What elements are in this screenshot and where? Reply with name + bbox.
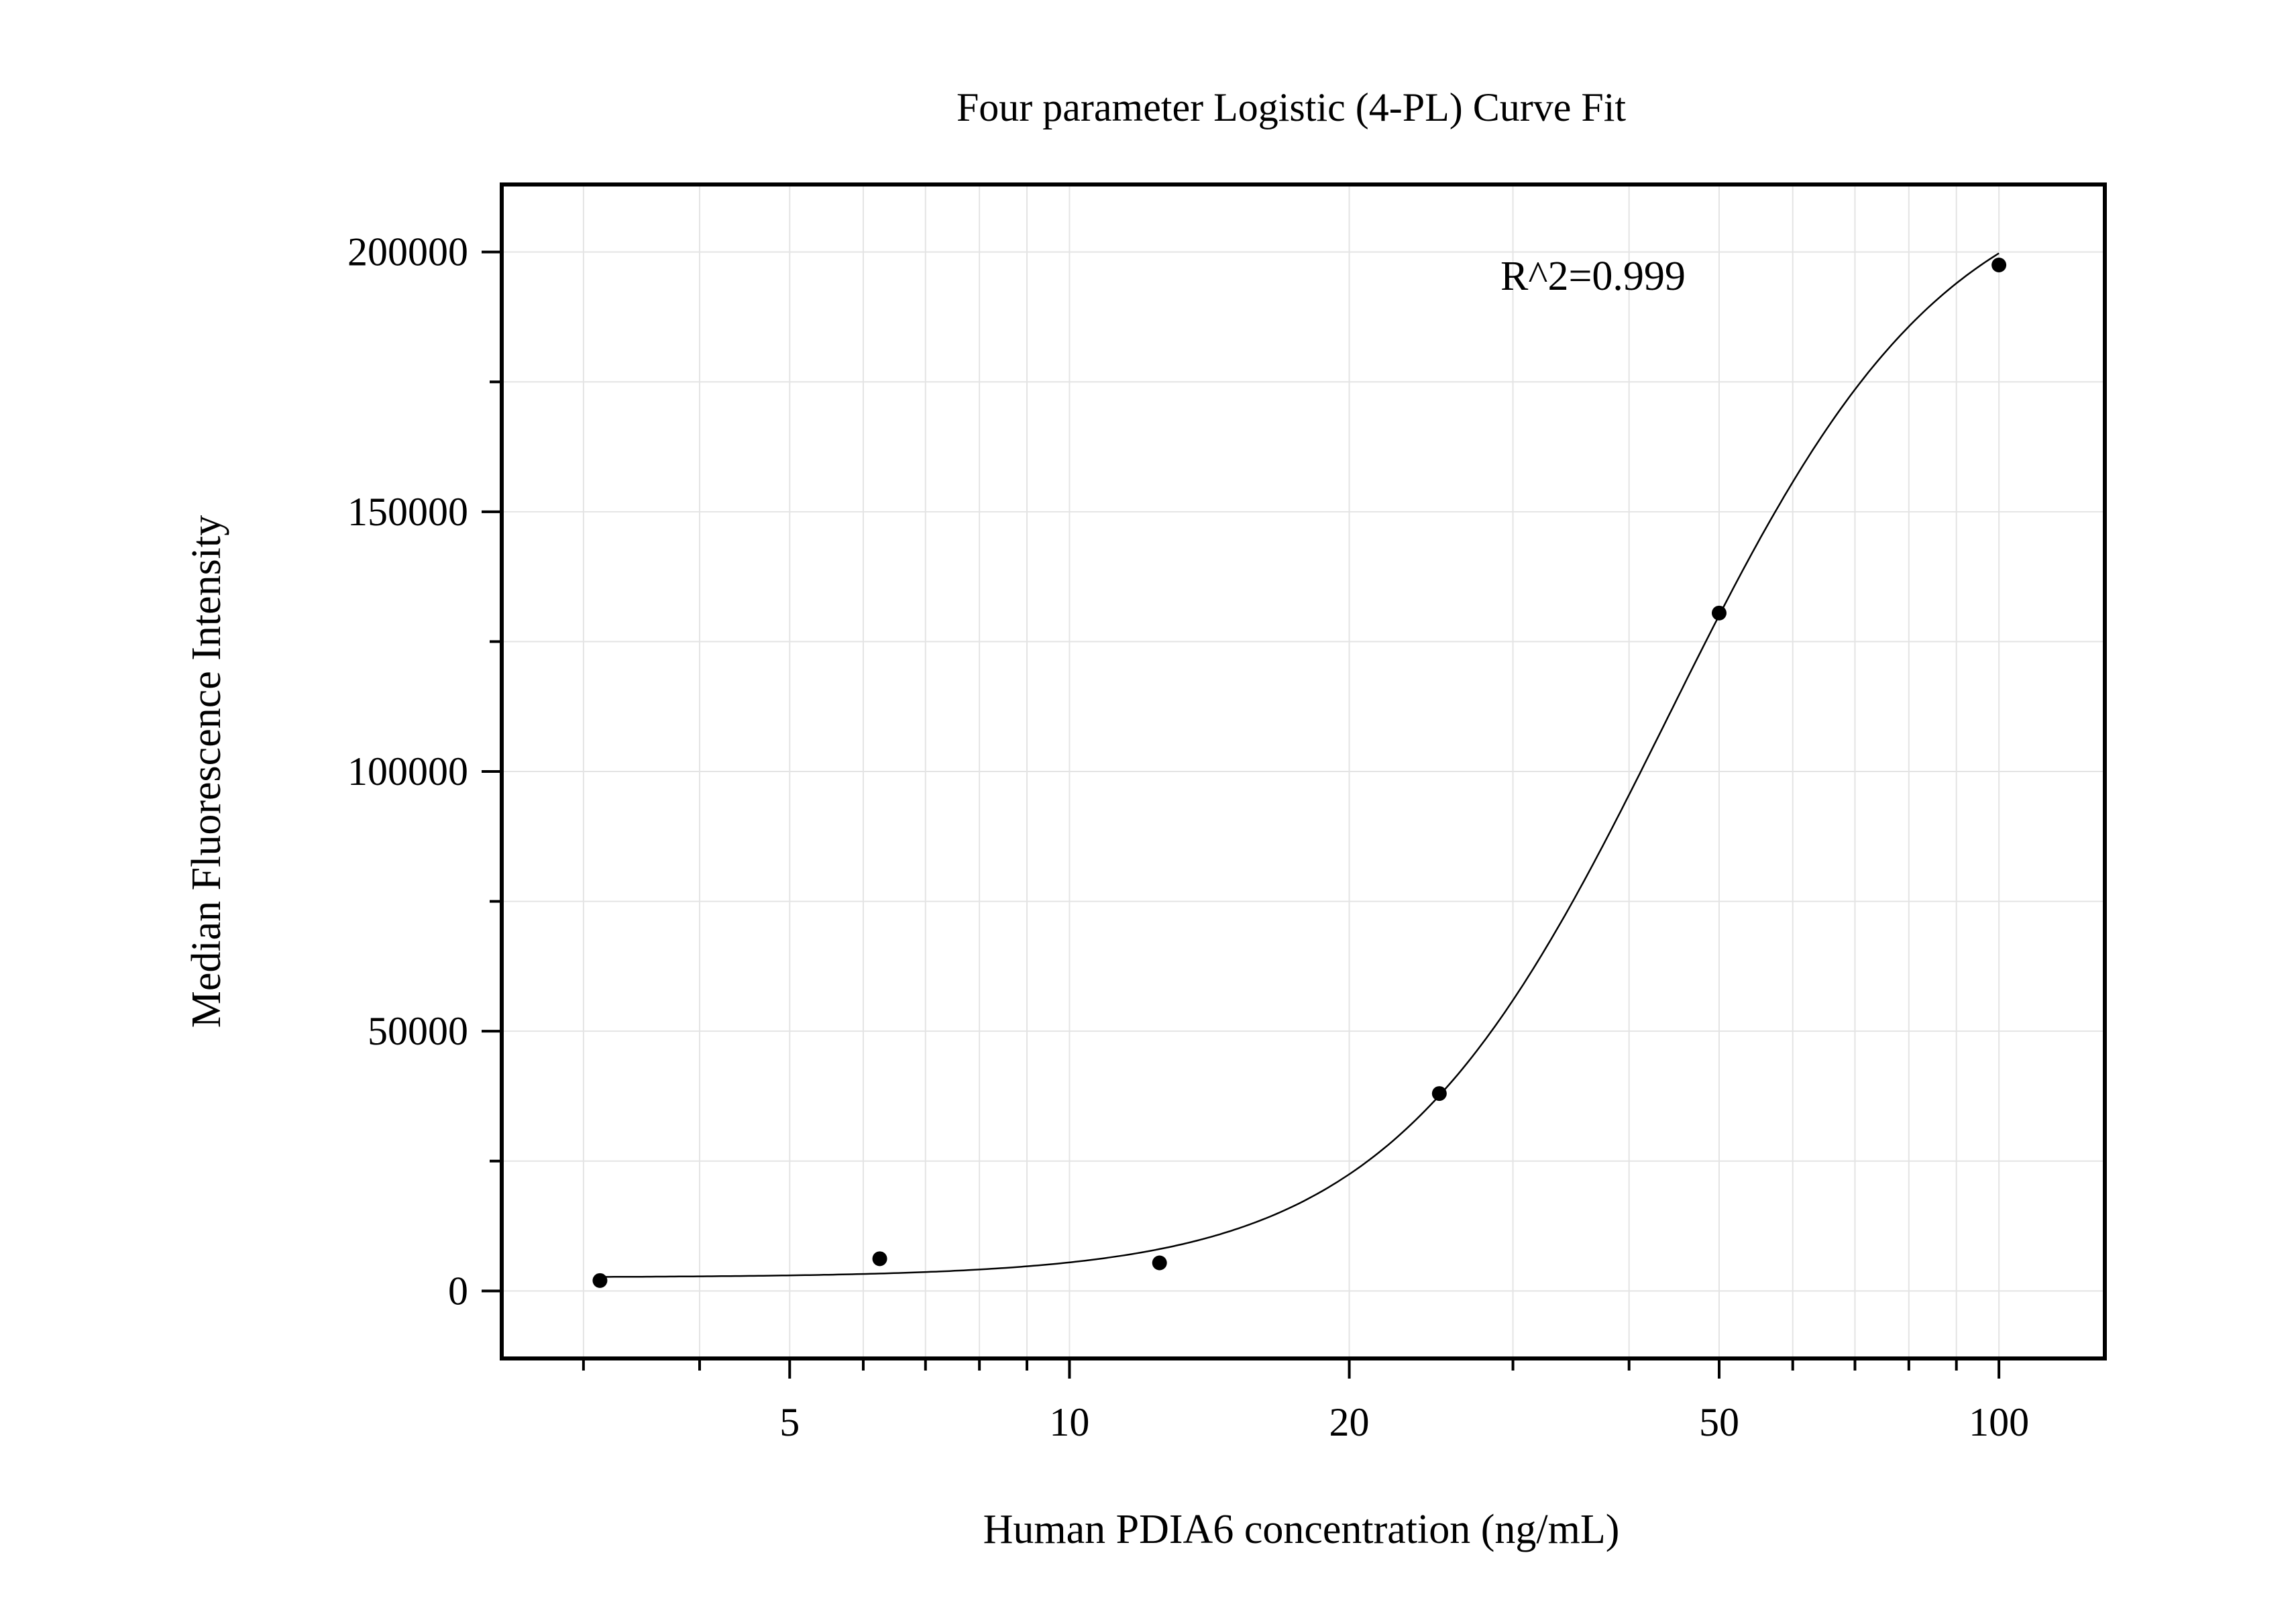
x-axis-label: Human PDIA6 concentration (ng/mL) (983, 1507, 1620, 1552)
y-tick-label: 50000 (368, 1009, 468, 1053)
y-tick-label: 0 (448, 1269, 468, 1313)
data-point (872, 1251, 887, 1267)
x-tick-label: 50 (1699, 1400, 1739, 1444)
data-point (592, 1273, 608, 1288)
y-tick-label: 200000 (347, 230, 468, 274)
chart-title: Four parameter Logistic (4-PL) Curve Fit (956, 85, 1626, 129)
x-tick-label: 5 (779, 1400, 800, 1444)
plot-frame (500, 182, 2107, 1360)
tick-labels: 5 10 20 50 100 0 50000 100000 150000 200000 (347, 230, 2029, 1444)
r-squared-annotation: R^2=0.999 (1500, 254, 1686, 299)
data-points (592, 258, 2007, 1288)
data-point (1711, 605, 1727, 621)
y-tick-label: 100000 (347, 749, 468, 794)
data-point (1991, 258, 2007, 273)
x-tick-label: 10 (1049, 1400, 1089, 1444)
y-tick-label: 150000 (347, 490, 468, 534)
fit-curve-layer (600, 252, 2000, 1278)
x-tick-label: 100 (1969, 1400, 2029, 1444)
fit-curve (600, 252, 2000, 1278)
data-point (1152, 1255, 1167, 1271)
data-point (1431, 1086, 1447, 1102)
y-axis-label: Median Fluorescence Intensity (184, 515, 229, 1028)
grid-lines (502, 184, 2105, 1358)
axis-ticks (482, 250, 2001, 1379)
x-tick-label: 20 (1329, 1400, 1370, 1444)
